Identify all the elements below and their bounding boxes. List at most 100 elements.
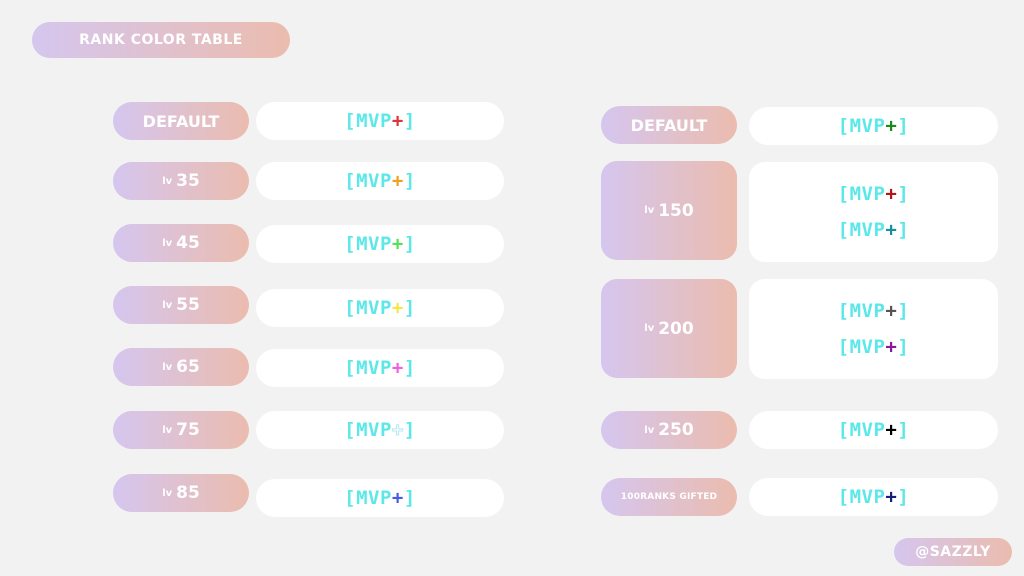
- tag-suffix: ]: [897, 183, 910, 205]
- rank-tag-box: [MVP+]: [256, 102, 504, 140]
- level-number: 65: [176, 357, 200, 377]
- plus-sign: +: [391, 297, 404, 319]
- mvp-plus-tag: [MVP+]: [344, 170, 416, 192]
- tag-prefix: [MVP: [837, 486, 886, 508]
- plus-sign: +: [885, 486, 898, 508]
- level-prefix: lv: [162, 361, 173, 373]
- rank-level-label: lv 75: [113, 411, 249, 449]
- plus-sign: +: [885, 300, 898, 322]
- rank-tag-box: [MVP+]: [749, 478, 998, 516]
- rank-label-text: DEFAULT: [142, 111, 220, 131]
- tag-suffix: ]: [897, 115, 910, 137]
- rank-tag-box: [MVP+]: [256, 411, 504, 449]
- rank-tag-box: [MVP+]: [749, 107, 998, 145]
- plus-sign: +: [391, 233, 404, 255]
- rank-tag-box: [MVP+]: [256, 225, 504, 263]
- rank-level-label: lv 35: [113, 162, 249, 200]
- rank-level-label: lv 250: [601, 411, 737, 449]
- level-prefix: lv: [162, 299, 173, 311]
- rank-tag-box: [MVP+]: [256, 162, 504, 200]
- tag-prefix: [MVP: [344, 233, 392, 255]
- level-number: 250: [658, 420, 694, 440]
- rank-level-label: DEFAULT: [601, 106, 737, 144]
- level-number: 200: [658, 318, 694, 339]
- plus-sign: +: [391, 357, 404, 379]
- rank-level-label: lv 55: [113, 286, 249, 324]
- rank-tag-box: [MVP+] [MVP+]: [749, 279, 998, 379]
- rank-tag-box: [MVP+]: [256, 349, 504, 387]
- rank-level-label: lv 150: [601, 161, 737, 260]
- tag-prefix: [MVP: [837, 219, 886, 241]
- rank-tag-box: [MVP+]: [749, 411, 998, 449]
- tag-prefix: [MVP: [344, 170, 392, 192]
- tag-suffix: ]: [403, 233, 416, 255]
- plus-sign: +: [885, 419, 898, 441]
- level-prefix: lv: [644, 205, 655, 216]
- rank-level-label: lv 200: [601, 279, 737, 378]
- mvp-plus-tag: [MVP+]: [838, 486, 910, 508]
- mvp-plus-tag: [MVP+]: [344, 110, 416, 132]
- level-number: 75: [176, 420, 200, 440]
- level-prefix: lv: [162, 175, 173, 187]
- mvp-plus-tag: [MVP+]: [838, 336, 910, 358]
- rank-tag-box: [MVP+]: [256, 289, 504, 327]
- level-prefix: lv: [162, 424, 173, 436]
- plus-sign: +: [391, 419, 404, 442]
- tag-suffix: ]: [897, 219, 910, 241]
- plus-sign: +: [885, 183, 898, 205]
- mvp-plus-tag: [MVP+]: [838, 300, 910, 322]
- rank-label-text: 100RANKS GIFTED: [620, 492, 718, 502]
- tag-prefix: [MVP: [837, 183, 886, 205]
- mvp-plus-tag: [MVP+]: [344, 487, 416, 509]
- level-number: 35: [176, 171, 200, 191]
- tag-prefix: [MVP: [344, 419, 392, 441]
- rank-tag-box: [MVP+] [MVP+]: [749, 162, 998, 262]
- rank-level-label: DEFAULT: [113, 102, 249, 140]
- tag-suffix: ]: [403, 419, 416, 441]
- mvp-plus-tag: [MVP+]: [838, 115, 910, 137]
- tag-prefix: [MVP: [344, 357, 392, 379]
- rank-label-text: DEFAULT: [630, 115, 708, 135]
- tag-suffix: ]: [403, 297, 416, 319]
- tag-prefix: [MVP: [837, 336, 886, 358]
- tag-suffix: ]: [403, 357, 416, 379]
- tag-prefix: [MVP: [837, 300, 886, 322]
- mvp-plus-tag: [MVP+]: [838, 183, 910, 205]
- tag-suffix: ]: [403, 487, 416, 509]
- rank-tag-box: [MVP+]: [256, 479, 504, 517]
- tag-suffix: ]: [897, 419, 910, 441]
- rank-level-label: lv 65: [113, 348, 249, 386]
- level-prefix: lv: [644, 323, 655, 334]
- level-prefix: lv: [644, 424, 655, 436]
- tag-suffix: ]: [897, 300, 910, 322]
- rank-level-label: 100RANKS GIFTED: [601, 478, 737, 516]
- rank-level-label: lv 45: [113, 224, 249, 262]
- tag-suffix: ]: [897, 486, 910, 508]
- tag-suffix: ]: [403, 110, 416, 132]
- plus-sign: +: [391, 487, 404, 509]
- level-number: 55: [176, 295, 200, 315]
- level-number: 85: [176, 483, 200, 503]
- plus-sign: +: [885, 336, 898, 358]
- plus-sign: +: [391, 170, 404, 192]
- level-number: 45: [176, 233, 200, 253]
- plus-sign: +: [391, 110, 404, 132]
- tag-prefix: [MVP: [344, 297, 392, 319]
- mvp-plus-tag: [MVP+]: [344, 357, 416, 379]
- level-prefix: lv: [162, 487, 173, 499]
- mvp-plus-tag: [MVP+]: [344, 419, 416, 442]
- mvp-plus-tag: [MVP+]: [344, 233, 416, 255]
- mvp-plus-tag: [MVP+]: [838, 219, 910, 241]
- mvp-plus-tag: [MVP+]: [838, 419, 910, 441]
- tag-prefix: [MVP: [837, 419, 886, 441]
- tag-prefix: [MVP: [837, 115, 886, 137]
- page-title: RANK COLOR TABLE: [32, 22, 290, 58]
- level-number: 150: [658, 200, 694, 221]
- tag-suffix: ]: [403, 170, 416, 192]
- tag-suffix: ]: [897, 336, 910, 358]
- mvp-plus-tag: [MVP+]: [344, 297, 416, 319]
- level-prefix: lv: [162, 237, 173, 249]
- rank-level-label: lv 85: [113, 474, 249, 512]
- plus-sign: +: [885, 115, 898, 137]
- tag-prefix: [MVP: [344, 110, 392, 132]
